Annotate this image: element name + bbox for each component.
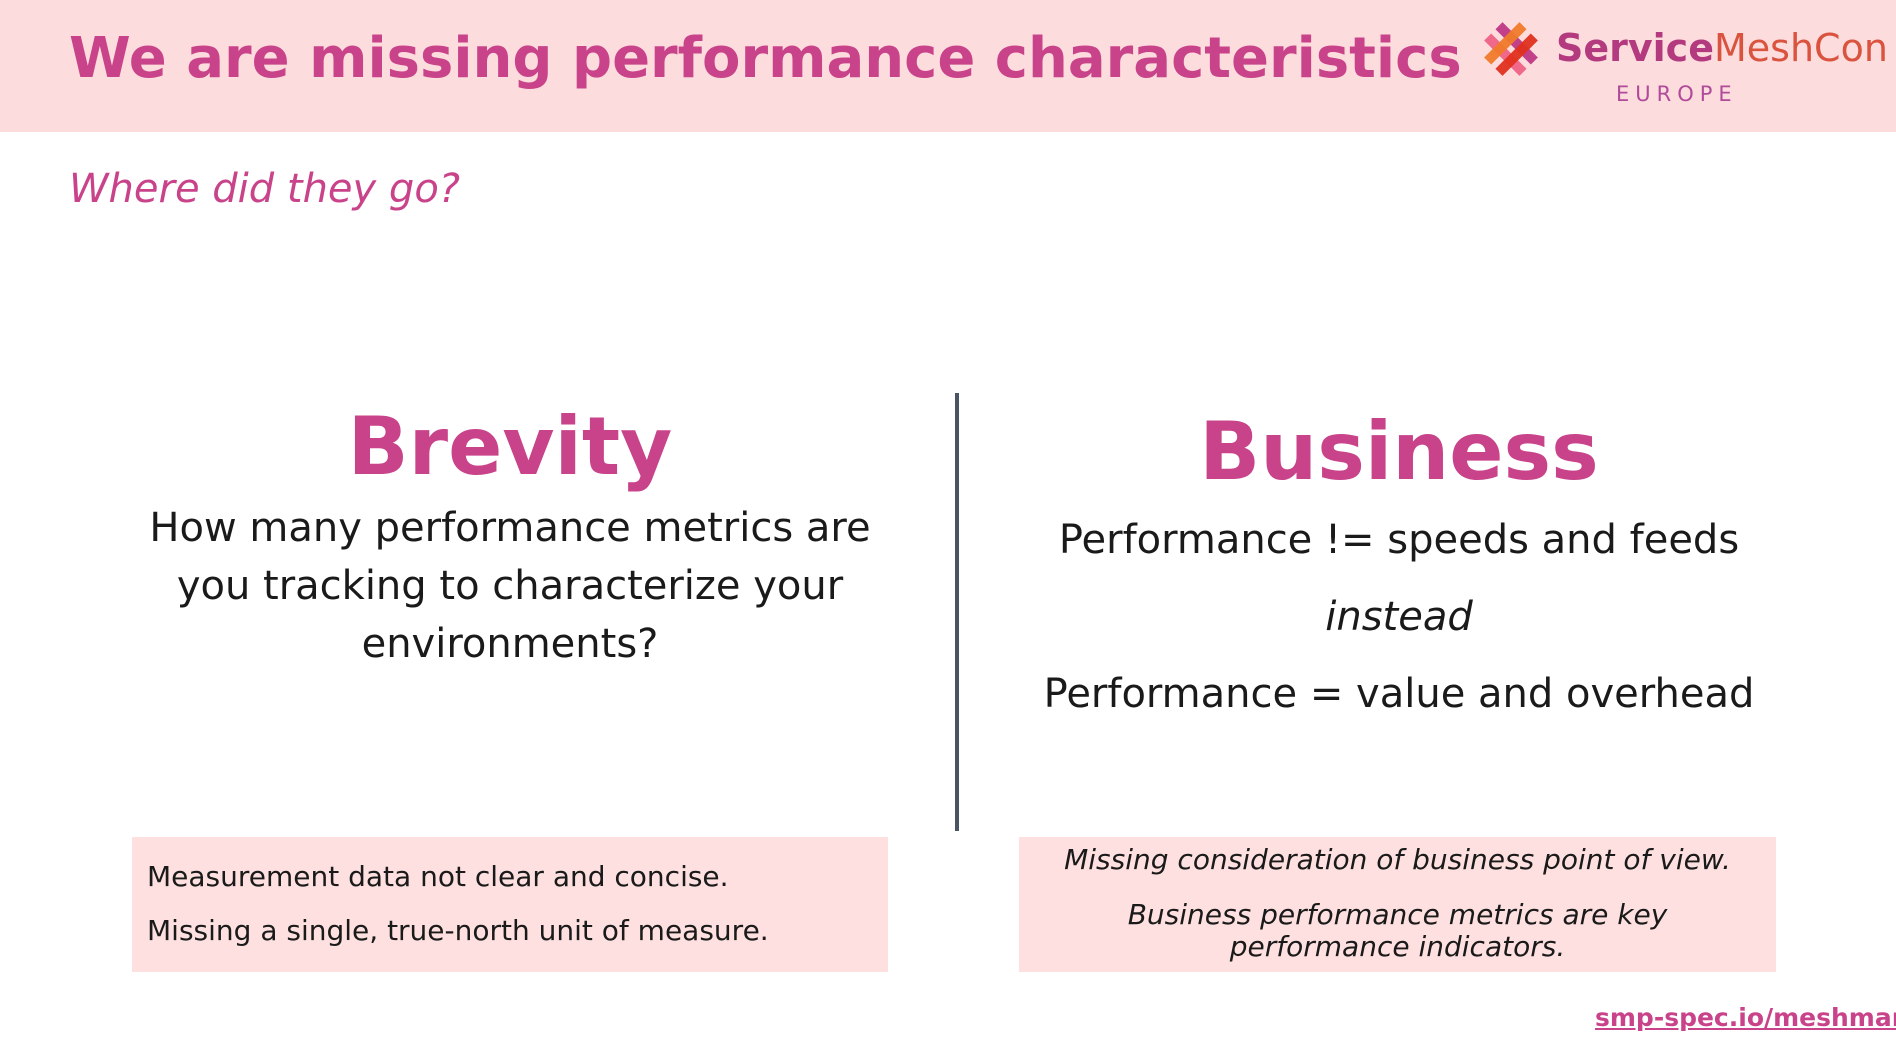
logo-brand-light: MeshCon: [1713, 26, 1888, 70]
slide-title: We are missing performance characteristi…: [69, 26, 1462, 91]
note-line: Measurement data not clear and concise.: [147, 860, 729, 893]
servicemeshcon-logo: ServiceMeshCon EUROPE: [1476, 14, 1888, 114]
note-line: Business performance metrics are key: [1127, 898, 1668, 931]
business-note-box: Missing consideration of business point …: [1019, 837, 1776, 972]
brevity-line: environments?: [361, 621, 659, 667]
column-divider: [955, 393, 959, 831]
brevity-column: Brevity How many performance metrics are…: [110, 400, 910, 673]
brevity-heading: Brevity: [347, 400, 673, 493]
slide-subtitle: Where did they go?: [69, 166, 461, 212]
logo-region: EUROPE: [1616, 82, 1738, 106]
note-line: performance indicators.: [1229, 930, 1566, 963]
header-band: We are missing performance characteristi…: [0, 0, 1896, 132]
brevity-note-box: Measurement data not clear and concise. …: [132, 837, 888, 972]
business-heading: Business: [1199, 405, 1599, 498]
business-line: Performance != speeds and feeds: [1058, 517, 1740, 563]
note-line: Missing consideration of business point …: [1064, 843, 1731, 876]
logo-brand-bold: Service: [1556, 26, 1714, 70]
business-line: instead: [1325, 594, 1473, 640]
business-column: Business Performance != speeds and feeds…: [999, 405, 1799, 733]
brevity-line: you tracking to characterize your: [176, 563, 844, 609]
meshmark-link[interactable]: smp-spec.io/meshmark: [1595, 1003, 1896, 1032]
business-line: Performance = value and overhead: [1043, 671, 1755, 717]
logo-mark-icon: [1484, 22, 1538, 76]
brevity-line: How many performance metrics are: [149, 505, 871, 551]
note-line: Missing a single, true-north unit of mea…: [147, 914, 769, 947]
